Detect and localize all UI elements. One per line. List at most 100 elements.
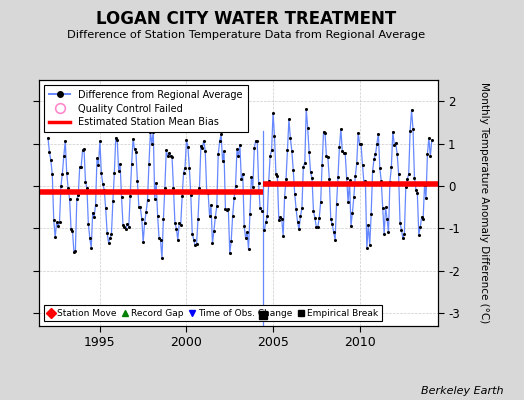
- Point: [401, 184, 410, 190]
- Point: [405, 171, 413, 178]
- Point: [240, 223, 248, 229]
- Point: [140, 220, 149, 226]
- Point: [256, 205, 264, 211]
- Point: [384, 229, 392, 236]
- Point: [282, 176, 290, 182]
- Point: [52, 219, 61, 226]
- Point: [307, 169, 315, 176]
- Point: [265, 178, 273, 184]
- Point: [85, 235, 94, 241]
- Point: [208, 240, 216, 247]
- Point: [110, 170, 118, 177]
- Point: [116, 161, 124, 167]
- Point: [343, 175, 351, 181]
- Point: [132, 149, 140, 156]
- Point: [422, 195, 430, 201]
- Point: [247, 174, 256, 180]
- Point: [144, 197, 152, 203]
- Point: [188, 230, 196, 237]
- Point: [266, 153, 275, 159]
- Point: [289, 167, 298, 173]
- Point: [155, 235, 163, 241]
- Point: [407, 107, 416, 113]
- Point: [205, 213, 214, 219]
- Point: [84, 221, 93, 227]
- Point: [302, 106, 310, 112]
- Point: [347, 223, 355, 229]
- Point: [190, 236, 198, 243]
- Point: [397, 227, 406, 233]
- Point: [175, 220, 183, 226]
- Point: [313, 224, 322, 230]
- Point: [73, 196, 81, 202]
- Point: [126, 193, 134, 199]
- Point: [292, 206, 300, 212]
- Point: [426, 153, 434, 160]
- Point: [96, 138, 104, 144]
- Point: [100, 187, 108, 193]
- Point: [372, 151, 380, 158]
- Point: [238, 171, 247, 177]
- Point: [305, 149, 313, 155]
- Point: [227, 238, 235, 244]
- Point: [319, 128, 328, 135]
- Point: [420, 182, 429, 188]
- Point: [230, 195, 238, 202]
- Point: [393, 150, 401, 157]
- Point: [325, 176, 333, 182]
- Point: [130, 146, 139, 152]
- Point: [386, 178, 394, 185]
- Point: [169, 185, 178, 192]
- Point: [236, 141, 244, 148]
- Point: [423, 151, 432, 157]
- Point: [328, 221, 336, 228]
- Point: [62, 170, 71, 176]
- Point: [167, 153, 175, 159]
- Point: [179, 170, 188, 176]
- Point: [249, 184, 257, 190]
- Point: [211, 214, 220, 220]
- Point: [255, 180, 263, 186]
- Point: [321, 129, 329, 136]
- Point: [418, 214, 426, 220]
- Point: [102, 205, 110, 211]
- Point: [135, 204, 143, 210]
- Point: [184, 144, 192, 150]
- Point: [308, 175, 316, 181]
- Point: [138, 215, 146, 222]
- Point: [159, 216, 168, 222]
- Point: [200, 137, 208, 144]
- Point: [286, 135, 294, 141]
- Point: [400, 231, 409, 237]
- Point: [171, 220, 179, 226]
- Point: [154, 212, 162, 219]
- Point: [295, 226, 303, 233]
- Point: [125, 224, 133, 230]
- Point: [231, 183, 239, 190]
- Point: [377, 178, 386, 184]
- Point: [315, 215, 323, 222]
- Point: [129, 135, 137, 142]
- Point: [172, 225, 181, 232]
- Point: [58, 170, 67, 177]
- Point: [363, 245, 371, 252]
- Point: [335, 144, 344, 150]
- Point: [181, 164, 189, 171]
- Point: [107, 231, 116, 238]
- Point: [242, 235, 250, 242]
- Point: [221, 206, 230, 212]
- Point: [299, 164, 308, 170]
- Point: [318, 162, 326, 168]
- Point: [234, 153, 243, 160]
- Point: [201, 148, 210, 154]
- Point: [257, 207, 266, 214]
- Point: [113, 136, 122, 143]
- Point: [275, 217, 283, 223]
- Point: [395, 170, 403, 177]
- Point: [269, 110, 277, 116]
- Point: [66, 196, 74, 202]
- Point: [56, 219, 64, 226]
- Point: [225, 250, 234, 256]
- Point: [108, 198, 117, 204]
- Y-axis label: Monthly Temperature Anomaly Difference (°C): Monthly Temperature Anomaly Difference (…: [479, 82, 489, 324]
